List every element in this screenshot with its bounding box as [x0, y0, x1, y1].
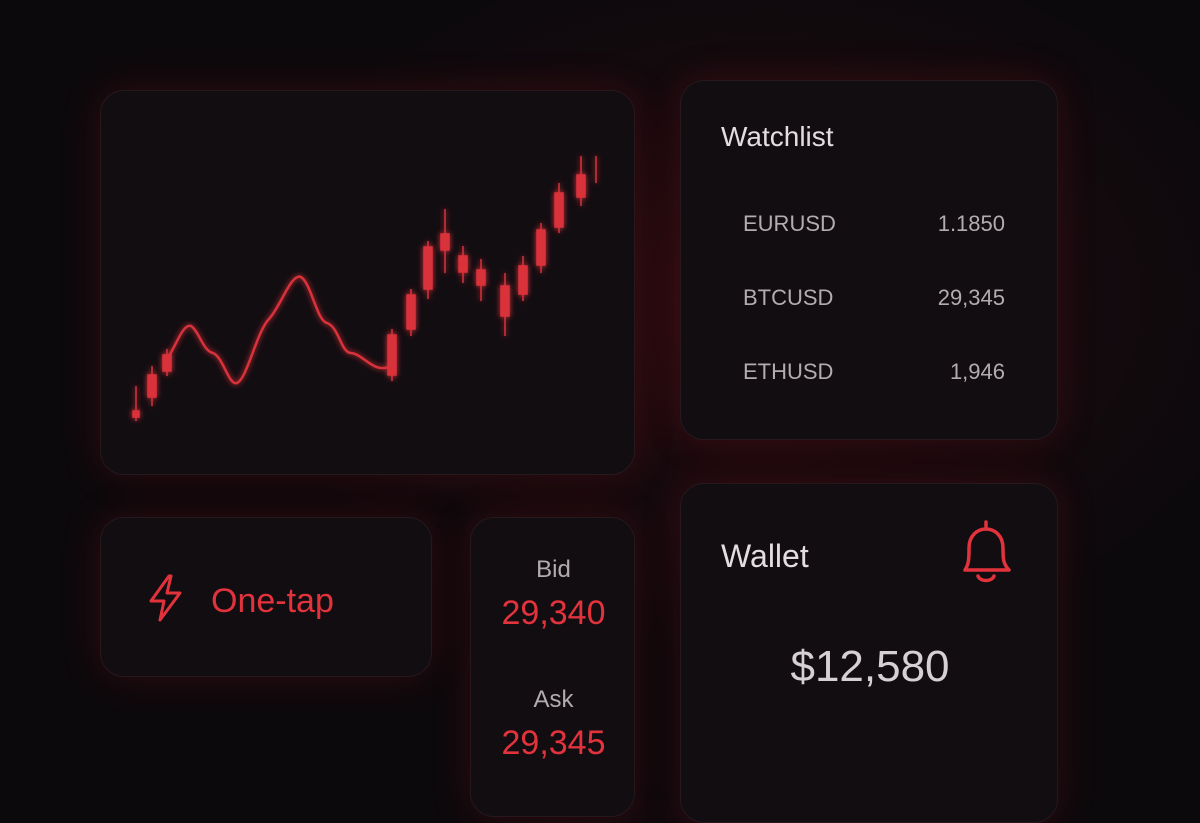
candle: [518, 265, 528, 295]
bid-price: 29,340: [501, 594, 606, 632]
price-line: [164, 275, 390, 385]
one-tap-button[interactable]: One-tap: [100, 517, 432, 677]
candle: [576, 174, 586, 198]
wallet-balance: $12,580: [790, 642, 950, 691]
symbol[interactable]: EURUSD: [743, 211, 836, 236]
price: 1.1850: [937, 211, 1005, 236]
candle: [554, 192, 564, 228]
chart-drawing: [132, 156, 597, 421]
candle: [162, 354, 172, 372]
candle: [406, 294, 416, 330]
ask-label: Ask: [533, 686, 574, 713]
wallet-title: Wallet: [721, 538, 809, 574]
price: 29,345: [937, 285, 1005, 310]
candle: [458, 255, 468, 273]
bid-label: Bid: [536, 556, 571, 583]
symbol[interactable]: ETHUSD: [743, 359, 834, 384]
candle: [440, 233, 450, 251]
candle: [500, 285, 510, 317]
candle: [423, 246, 433, 290]
lightning-icon: [149, 574, 182, 622]
watchlist-title: Watchlist: [721, 121, 834, 152]
quote-card: Bid 29,340 Ask 29,345: [470, 517, 635, 817]
one-tap-label: One-tap: [211, 582, 334, 620]
chart-card: [100, 90, 635, 475]
candles: [132, 156, 597, 421]
price: 1,946: [949, 359, 1005, 384]
watchlist-card: Watchlist EURUSD 1.1850 BTCUSD 29,345 ET…: [680, 80, 1058, 440]
symbol[interactable]: BTCUSD: [743, 285, 834, 310]
candle: [536, 229, 546, 266]
lightning-shape: [149, 574, 182, 622]
candle: [387, 334, 397, 376]
bell-icon[interactable]: [951, 518, 1021, 590]
ask-price: 29,345: [501, 724, 606, 762]
candle: [476, 269, 486, 286]
bell-shape: [963, 520, 1011, 583]
price-chart: [132, 156, 597, 421]
wallet-card: Wallet $12,580: [680, 483, 1058, 823]
candle: [132, 410, 140, 418]
candle: [147, 374, 157, 398]
